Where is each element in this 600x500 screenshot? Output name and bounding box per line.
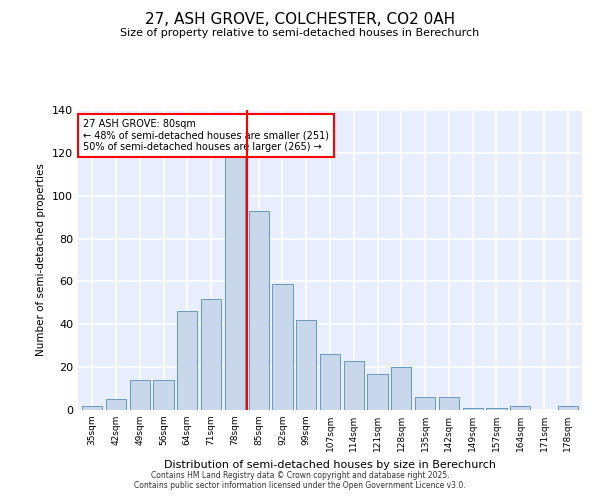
Bar bbox=[106, 400, 126, 410]
Bar bbox=[415, 397, 435, 410]
X-axis label: Distribution of semi-detached houses by size in Berechurch: Distribution of semi-detached houses by … bbox=[164, 460, 496, 469]
Bar bbox=[201, 298, 221, 410]
Bar bbox=[487, 408, 506, 410]
Bar bbox=[344, 360, 364, 410]
Bar bbox=[272, 284, 293, 410]
Bar bbox=[130, 380, 150, 410]
Bar bbox=[463, 408, 483, 410]
Bar bbox=[177, 312, 197, 410]
Bar bbox=[557, 406, 578, 410]
Bar bbox=[367, 374, 388, 410]
Bar bbox=[320, 354, 340, 410]
Text: 27 ASH GROVE: 80sqm
← 48% of semi-detached houses are smaller (251)
50% of semi-: 27 ASH GROVE: 80sqm ← 48% of semi-detach… bbox=[83, 119, 329, 152]
Bar bbox=[225, 142, 245, 410]
Bar bbox=[248, 210, 269, 410]
Bar bbox=[82, 406, 103, 410]
Bar bbox=[439, 397, 459, 410]
Y-axis label: Number of semi-detached properties: Number of semi-detached properties bbox=[37, 164, 46, 356]
Text: Size of property relative to semi-detached houses in Berechurch: Size of property relative to semi-detach… bbox=[121, 28, 479, 38]
Bar bbox=[510, 406, 530, 410]
Bar bbox=[154, 380, 173, 410]
Text: Contains HM Land Registry data © Crown copyright and database right 2025.
Contai: Contains HM Land Registry data © Crown c… bbox=[134, 470, 466, 490]
Text: 27, ASH GROVE, COLCHESTER, CO2 0AH: 27, ASH GROVE, COLCHESTER, CO2 0AH bbox=[145, 12, 455, 28]
Bar bbox=[391, 367, 412, 410]
Bar bbox=[296, 320, 316, 410]
